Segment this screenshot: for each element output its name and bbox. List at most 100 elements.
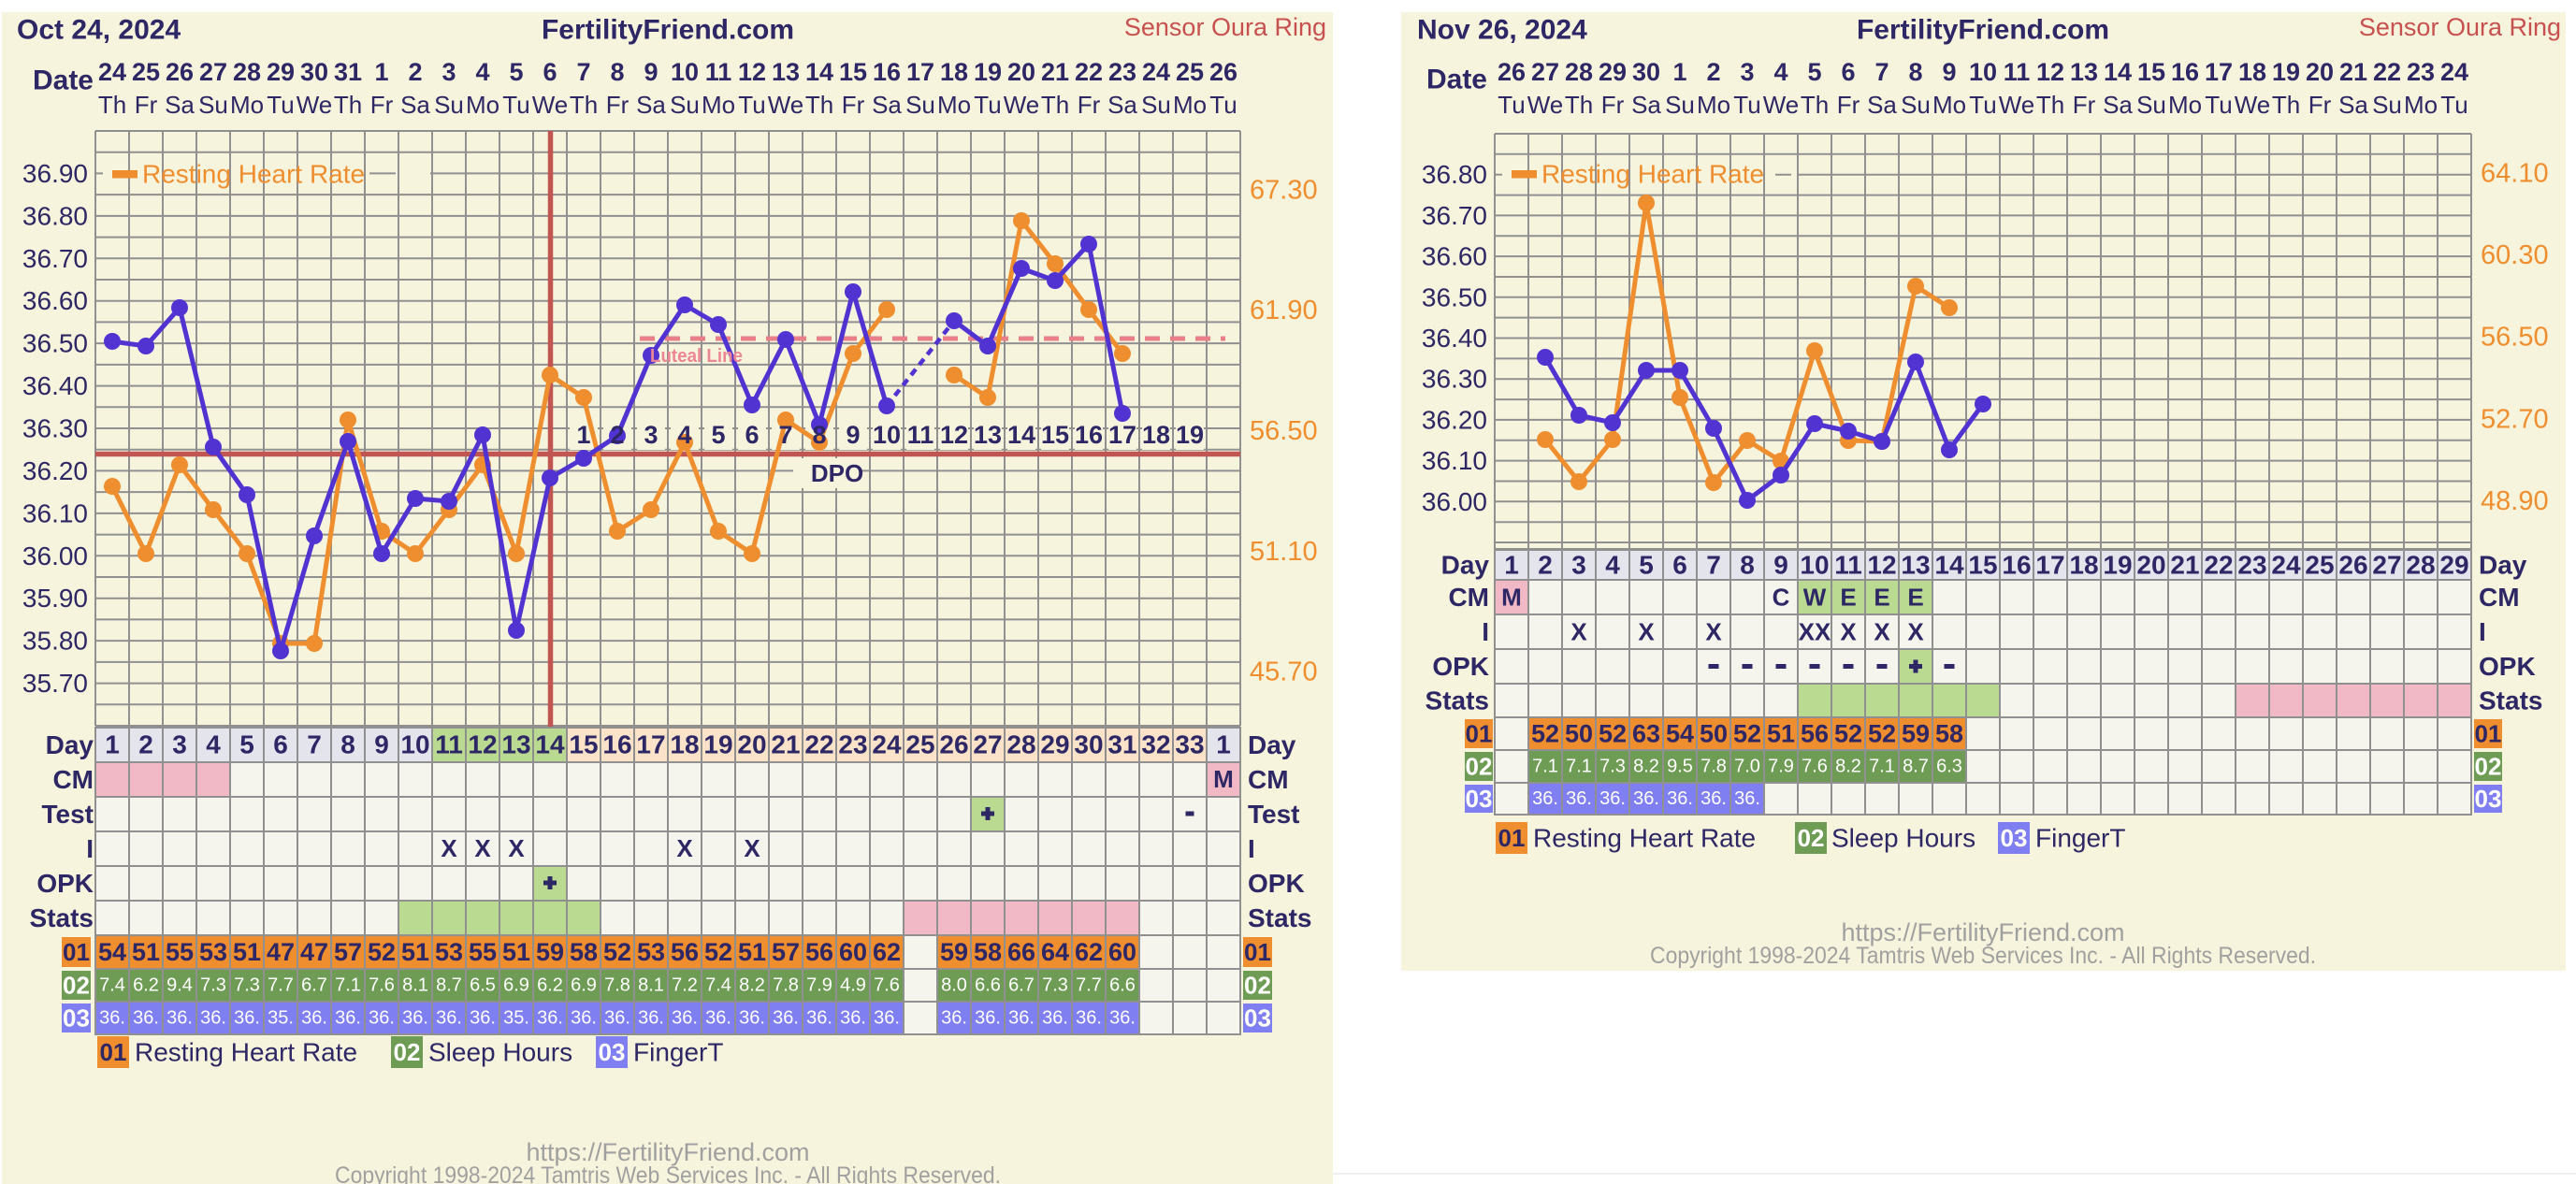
svg-text:7.3: 7.3 bbox=[1599, 757, 1626, 777]
svg-text:59: 59 bbox=[940, 938, 968, 966]
svg-text:24: 24 bbox=[2440, 58, 2468, 86]
svg-text:Copyright 1998-2024 Tamtris We: Copyright 1998-2024 Tamtris Web Services… bbox=[335, 1162, 1001, 1184]
svg-text:27: 27 bbox=[2372, 551, 2401, 580]
svg-text:15: 15 bbox=[1968, 551, 1997, 580]
svg-text:28: 28 bbox=[1006, 730, 1035, 759]
svg-text:Sleep Hours: Sleep Hours bbox=[1831, 824, 1975, 853]
svg-text:02: 02 bbox=[2475, 753, 2502, 781]
svg-text:Su: Su bbox=[2372, 91, 2402, 119]
svg-text:1: 1 bbox=[1672, 58, 1686, 86]
svg-text:Su: Su bbox=[434, 91, 464, 119]
svg-text:48.90: 48.90 bbox=[2481, 486, 2549, 516]
svg-text:Day: Day bbox=[1248, 730, 1296, 759]
svg-text:7.3: 7.3 bbox=[200, 975, 226, 996]
svg-text:52: 52 bbox=[1868, 720, 1896, 748]
svg-text:7.6: 7.6 bbox=[369, 975, 395, 996]
svg-text:E: E bbox=[1874, 584, 1889, 612]
svg-text:35.: 35. bbox=[503, 1008, 529, 1029]
svg-text:M: M bbox=[1501, 584, 1522, 612]
svg-text:Su: Su bbox=[2136, 91, 2166, 119]
svg-text:Stats: Stats bbox=[1425, 686, 1489, 715]
svg-text:8.2: 8.2 bbox=[739, 975, 765, 996]
svg-text:57: 57 bbox=[334, 938, 362, 966]
svg-text:Fr: Fr bbox=[135, 91, 158, 119]
svg-text:36.: 36. bbox=[99, 1008, 125, 1029]
svg-text:FingerT: FingerT bbox=[633, 1038, 723, 1067]
svg-text:45.70: 45.70 bbox=[1250, 657, 1318, 687]
svg-text:26: 26 bbox=[2338, 551, 2367, 580]
svg-text:Day: Day bbox=[2479, 551, 2527, 580]
svg-text:Su: Su bbox=[670, 91, 700, 119]
svg-text:36.: 36. bbox=[1042, 1008, 1068, 1029]
svg-text:7.1: 7.1 bbox=[335, 975, 361, 996]
svg-text:20: 20 bbox=[737, 730, 766, 759]
svg-text:36.30: 36.30 bbox=[22, 414, 88, 443]
svg-text:Sa: Sa bbox=[2338, 91, 2368, 119]
svg-text:13: 13 bbox=[772, 58, 800, 86]
svg-text:4.9: 4.9 bbox=[840, 975, 866, 996]
svg-text:Fr: Fr bbox=[1078, 91, 1101, 119]
svg-text:36.: 36. bbox=[840, 1008, 866, 1029]
svg-text:Mo: Mo bbox=[230, 91, 264, 119]
svg-text:4: 4 bbox=[1605, 551, 1620, 580]
svg-text:36.: 36. bbox=[537, 1008, 563, 1029]
svg-text:16: 16 bbox=[1075, 421, 1103, 449]
svg-text:36.: 36. bbox=[1532, 788, 1558, 809]
svg-text:Fr: Fr bbox=[1601, 91, 1625, 119]
svg-text:Mo: Mo bbox=[702, 91, 735, 119]
svg-text:7.7: 7.7 bbox=[268, 975, 294, 996]
svg-text:24: 24 bbox=[2271, 551, 2301, 580]
svg-text:52: 52 bbox=[704, 938, 732, 966]
svg-text:26: 26 bbox=[1209, 58, 1237, 86]
svg-text:Tu: Tu bbox=[2440, 91, 2467, 119]
svg-text:36.40: 36.40 bbox=[22, 371, 88, 400]
svg-text:36.: 36. bbox=[1008, 1008, 1035, 1029]
svg-text:22: 22 bbox=[804, 730, 833, 759]
svg-text:36.: 36. bbox=[335, 1008, 361, 1029]
svg-text:8.1: 8.1 bbox=[638, 975, 664, 996]
svg-text:Fr: Fr bbox=[1837, 91, 1860, 119]
svg-text:26: 26 bbox=[166, 58, 194, 86]
svg-text:Th: Th bbox=[1565, 91, 1593, 119]
svg-text:7.8: 7.8 bbox=[773, 975, 799, 996]
svg-text:8.0: 8.0 bbox=[941, 975, 967, 996]
svg-text:51: 51 bbox=[1767, 720, 1795, 748]
svg-text:25: 25 bbox=[905, 730, 934, 759]
svg-text:36.: 36. bbox=[436, 1008, 462, 1029]
svg-text:51: 51 bbox=[132, 938, 160, 966]
svg-text:M: M bbox=[1213, 765, 1234, 793]
svg-text:X: X bbox=[676, 834, 693, 862]
svg-text:23: 23 bbox=[2237, 551, 2266, 580]
svg-text:02: 02 bbox=[1798, 824, 1825, 852]
svg-text:15: 15 bbox=[839, 58, 867, 86]
svg-text:36.20: 36.20 bbox=[22, 456, 88, 485]
svg-text:35.90: 35.90 bbox=[22, 584, 88, 613]
svg-text:Tu: Tu bbox=[1209, 91, 1237, 119]
svg-text:Tu: Tu bbox=[974, 91, 1001, 119]
svg-text:03: 03 bbox=[599, 1038, 626, 1066]
svg-text:X: X bbox=[508, 834, 525, 862]
svg-text:OPK: OPK bbox=[1248, 869, 1305, 898]
svg-text:13: 13 bbox=[974, 421, 1002, 449]
svg-text:8: 8 bbox=[610, 58, 624, 86]
svg-text:10: 10 bbox=[1800, 551, 1829, 580]
svg-text:Tu: Tu bbox=[1969, 91, 1996, 119]
svg-text:55: 55 bbox=[469, 938, 497, 966]
svg-text:I: I bbox=[1248, 834, 1255, 863]
svg-text:47: 47 bbox=[267, 938, 295, 966]
svg-text:17: 17 bbox=[1108, 421, 1136, 449]
svg-text:66: 66 bbox=[1007, 938, 1035, 966]
svg-text:5: 5 bbox=[1639, 551, 1654, 580]
svg-text:Oct 24, 2024: Oct 24, 2024 bbox=[17, 15, 181, 46]
svg-text:8.7: 8.7 bbox=[1903, 757, 1929, 777]
svg-text:3: 3 bbox=[441, 58, 456, 86]
svg-text:7.4: 7.4 bbox=[99, 975, 125, 996]
svg-text:54: 54 bbox=[98, 938, 126, 966]
svg-text:Stats: Stats bbox=[2479, 686, 2542, 715]
svg-text:Su: Su bbox=[198, 91, 228, 119]
svg-text:X: X bbox=[441, 834, 457, 862]
svg-text:36.: 36. bbox=[1566, 788, 1592, 809]
svg-text:8: 8 bbox=[1740, 551, 1755, 580]
svg-text:Test: Test bbox=[1248, 800, 1300, 829]
svg-text:10: 10 bbox=[873, 421, 901, 449]
